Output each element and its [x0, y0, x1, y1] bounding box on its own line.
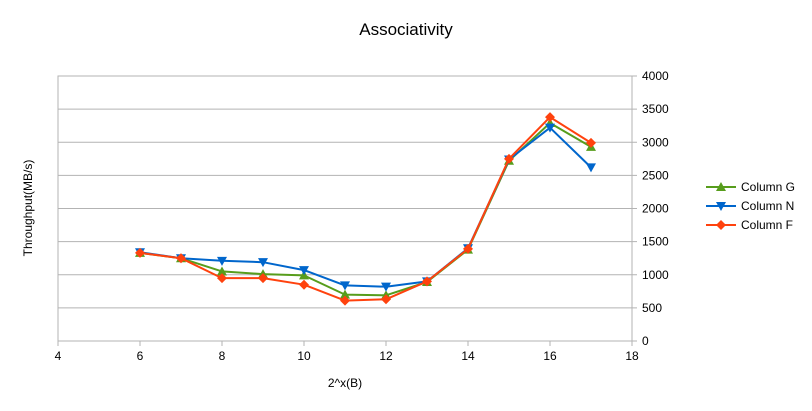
data-point: [299, 279, 309, 290]
data-point: [586, 137, 596, 148]
x-tick-label: 6: [137, 349, 144, 363]
x-tick-label: 14: [461, 349, 475, 363]
series-group: [135, 112, 596, 306]
plot-area: [57, 75, 633, 342]
data-point: [463, 243, 473, 254]
legend-marker: [716, 202, 726, 211]
data-point: [217, 266, 227, 276]
data-point: [422, 276, 432, 287]
y-tick-label: 500: [642, 301, 662, 315]
data-point: [381, 294, 391, 305]
series-line: [139, 116, 592, 302]
series-line: [139, 126, 592, 288]
x-tick-labels: 4 6 8 10 12 14 16 18: [55, 349, 639, 363]
x-axis-label: 2^x(B): [328, 376, 362, 390]
y-tick-label: 4000: [642, 69, 669, 83]
y-axis-label: Throughput(MB/s): [21, 160, 35, 257]
data-point: [217, 273, 227, 284]
y-tick-label: 2000: [642, 202, 669, 216]
y-tick-label: 1000: [642, 268, 669, 282]
data-point: [504, 153, 514, 164]
data-point: [217, 256, 227, 266]
legend-marker: [716, 220, 726, 230]
y-tick-label: 0: [642, 334, 649, 348]
data-point: [340, 289, 350, 299]
data-point: [545, 123, 555, 133]
x-tick-label: 10: [297, 349, 311, 363]
series-2: [135, 112, 596, 306]
y-tick-label: 2500: [642, 168, 669, 182]
legend-label: Column F: [741, 218, 793, 232]
y-tick-label: 1500: [642, 235, 669, 249]
data-point: [340, 281, 350, 291]
data-point: [135, 247, 145, 258]
x-tick-label: 16: [543, 349, 557, 363]
x-tick-label: 12: [379, 349, 393, 363]
x-tick-label: 18: [625, 349, 639, 363]
y-tick-labels: 0 500 1000 1500 2000 2500 3000 3500 4000: [642, 69, 669, 348]
x-tick-label: 4: [55, 349, 62, 363]
legend-item: Column F: [706, 218, 793, 232]
chart-title: Associativity: [359, 20, 453, 39]
legend-marker: [716, 182, 726, 191]
data-point: [545, 112, 555, 123]
data-point: [176, 253, 186, 264]
legend-label: Column G: [741, 180, 795, 194]
x-tick-label: 8: [219, 349, 226, 363]
legend: Column G Column N Column F: [706, 180, 795, 232]
data-point: [258, 258, 268, 268]
y-tick-label: 3500: [642, 102, 669, 116]
data-point: [381, 282, 391, 292]
legend-item: Column G: [706, 180, 795, 194]
data-point: [258, 273, 268, 284]
data-point: [586, 163, 596, 173]
data-point: [340, 295, 350, 306]
legend-label: Column N: [741, 199, 794, 213]
y-tick-label: 3000: [642, 135, 669, 149]
data-point: [299, 266, 309, 276]
legend-item: Column N: [706, 199, 794, 213]
